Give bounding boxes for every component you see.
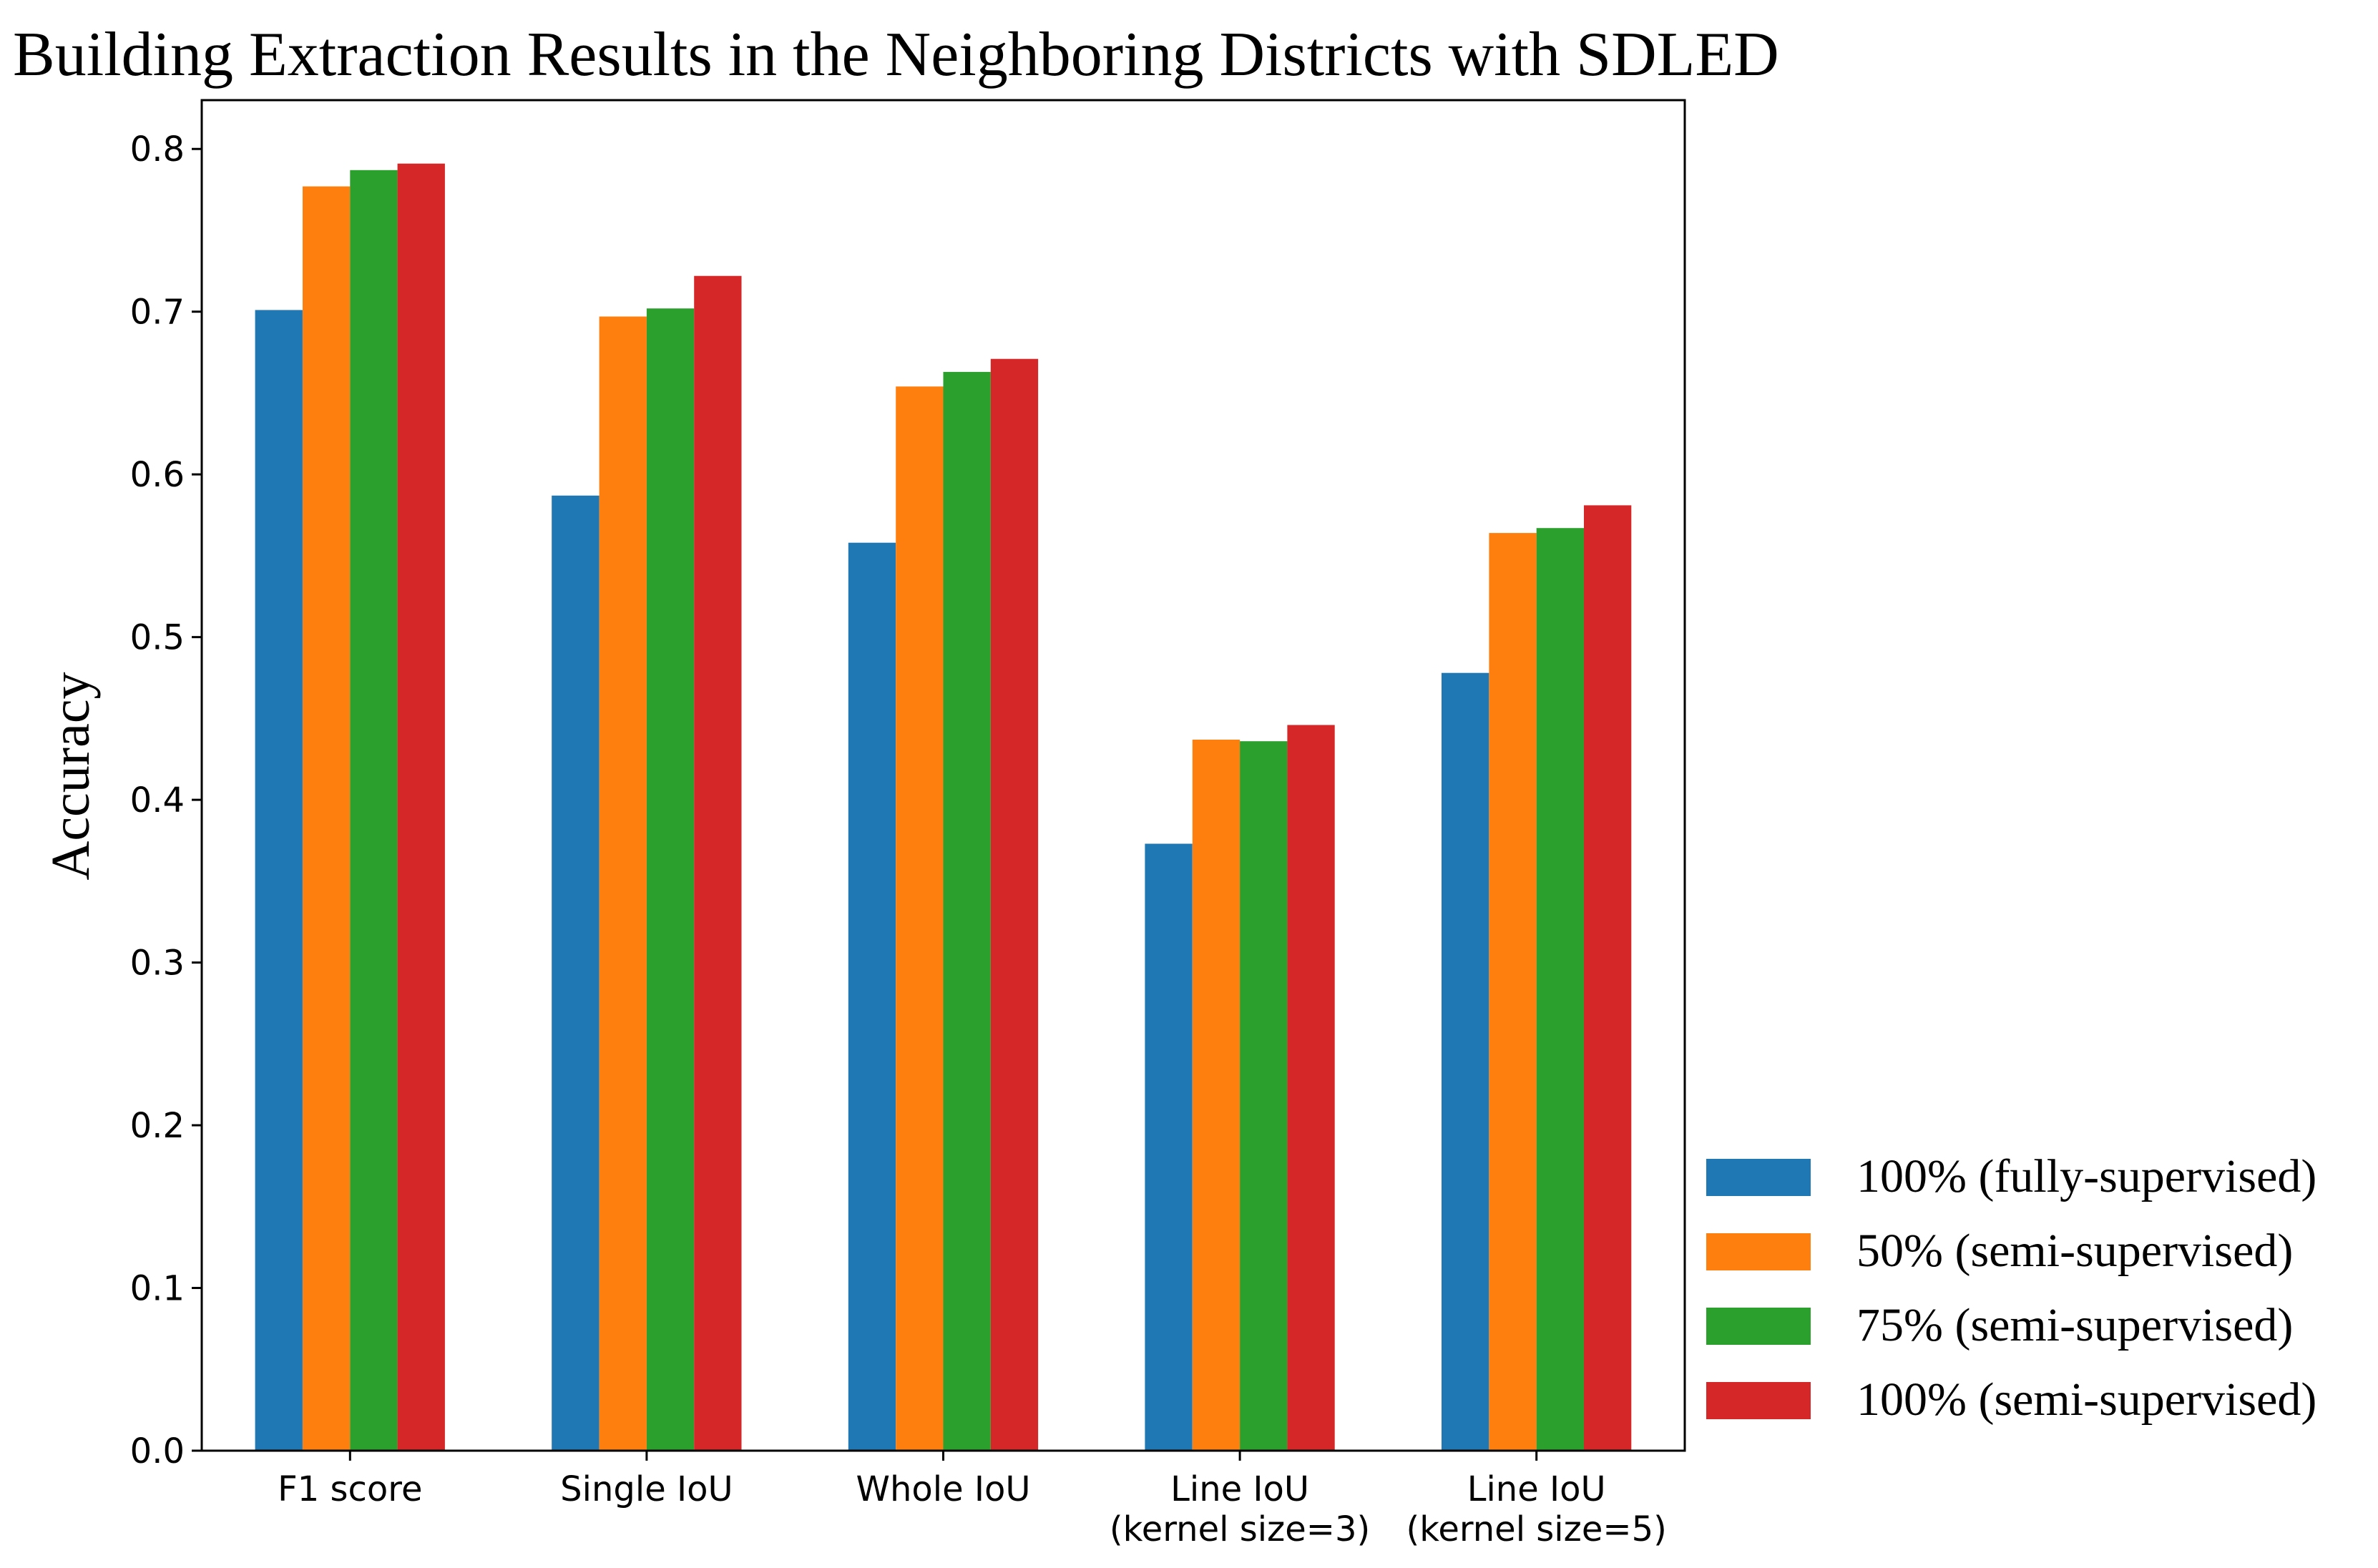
bar-1-2 [552,495,600,1451]
legend-swatch [1706,1233,1811,1270]
bar-2-2 [599,316,647,1451]
bar-4-2 [694,275,742,1451]
legend-label: 100% (fully-supervised) [1856,1150,2316,1202]
y-tick-label: 0.6 [130,455,185,495]
bar-1-3 [848,542,896,1451]
legend-swatch [1706,1159,1811,1196]
y-tick-label: 0.3 [130,944,185,984]
x-tick-label: Whole IoU [856,1469,1030,1509]
legend-label: 100% (semi-supervised) [1856,1373,2316,1426]
x-tick-label: (kernel size=3) [1110,1509,1370,1549]
y-tick-label: 0.5 [130,618,185,658]
plot-area: 0.0 0.1 0.2 0.3 0.4 0.5 0.6 0.7 0.8 F1 score Singl… [41,99,1686,1549]
bar-3-1 [350,170,398,1451]
y-tick-label: 0.2 [130,1106,185,1146]
bar-4-3 [990,358,1039,1451]
bar-1-5 [1442,672,1489,1451]
x-tick-label: Single IoU [560,1469,733,1509]
bar-3-4 [1240,741,1288,1451]
bar-4-4 [1287,725,1335,1451]
chart-title: Building Extraction Results in the Neigh… [13,20,1779,89]
x-tick-label: (kernel size=5) [1406,1509,1667,1549]
y-tick-label: 0.8 [130,129,185,170]
bar-4-1 [397,163,445,1451]
x-tick-label: Line IoU [1170,1469,1309,1509]
bar-4-5 [1584,505,1632,1451]
bar-2-5 [1489,533,1537,1451]
legend-swatch [1706,1308,1811,1345]
legend-label: 75% (semi-supervised) [1856,1299,2293,1351]
bar-3-3 [943,371,991,1451]
bar-1-4 [1145,843,1193,1451]
y-tick-label: 0.4 [130,780,185,820]
bar-1-1 [255,310,303,1451]
bar-3-2 [646,308,695,1451]
bar-2-4 [1192,740,1241,1451]
bar-2-3 [896,386,944,1451]
x-tick-label: F1 score [278,1469,422,1509]
y-tick-label: 0.7 [130,293,185,333]
legend-label: 50% (semi-supervised) [1856,1225,2293,1277]
y-axis-label: Accuracy [41,672,101,880]
x-tick-label: Line IoU [1467,1469,1606,1509]
y-tick-label: 0.1 [130,1269,185,1309]
y-tick-label: 0.0 [130,1431,185,1471]
legend-swatch [1706,1382,1811,1419]
legend: 100% (fully-supervised) 50% (semi-supervi… [1706,1150,2316,1426]
bar-3-5 [1536,528,1584,1451]
bar-2-1 [303,186,351,1451]
